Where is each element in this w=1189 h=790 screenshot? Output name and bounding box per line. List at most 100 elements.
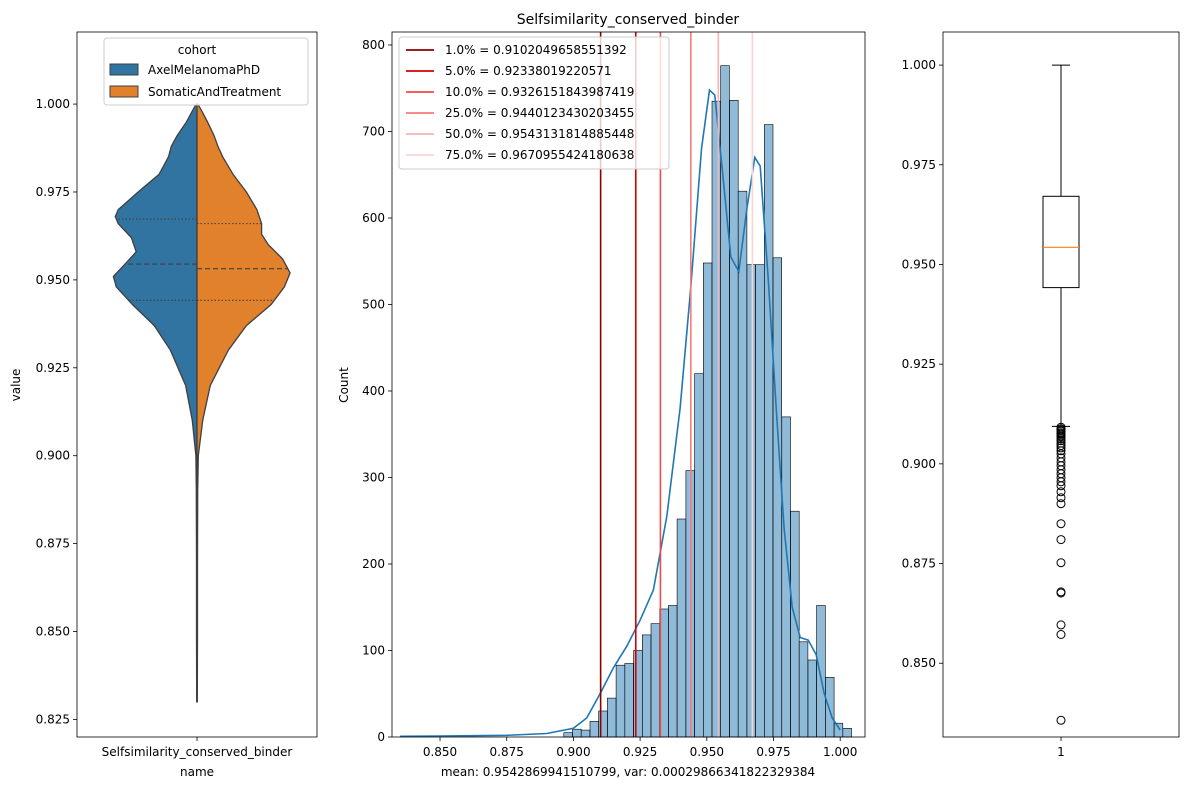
violin-x-ticks: Selfsimilarity_conserved_binder (102, 737, 293, 759)
histogram-x-tick-label: 0.900 (556, 745, 590, 759)
outlier-point (1056, 481, 1066, 491)
violin-y-ticks: 0.825 0.850 0.875 0.900 0.925 0.950 0.975 1.000 (36, 97, 77, 726)
histogram-y-tick-label: 800 (362, 38, 385, 52)
percentile-legend-label: 50.0% = 0.9543131814885448 (445, 127, 634, 141)
outlier-point (1056, 446, 1066, 456)
legend-label-somaticandtreatment: SomaticAndTreatment (148, 85, 281, 99)
histogram-bar (737, 190, 748, 738)
histogram-x-tick-label: 0.925 (623, 745, 657, 759)
percentile-legend-frame (398, 36, 670, 170)
violin-half-axelmelanomaphd (112, 103, 198, 703)
outlier-point (1056, 436, 1066, 446)
histogram-bar (755, 264, 765, 738)
violin-x-axis-label: name (180, 765, 214, 779)
histogram-x-ticks: 0.850 0.875 0.900 0.925 0.950 0.975 1.000 (423, 737, 857, 759)
box-y-tick-label: 0.875 (902, 557, 936, 571)
box-x-tick-label: 1 (1057, 745, 1065, 759)
box-y-tick-label: 0.900 (902, 457, 936, 471)
histogram-bar (772, 257, 782, 738)
histogram-panel: Selfsimilarity_conserved_binder 0 100 200 3… (337, 12, 866, 779)
legend-label-axelmelanomaphd: AxelMelanomaPhD (148, 63, 260, 77)
histogram-x-axis-label: mean: 0.9542869941510799, var: 0.0002986… (441, 765, 815, 779)
histogram-axes-frame (391, 31, 866, 738)
histogram-bar (676, 518, 687, 738)
violin-y-tick-label: 0.900 (36, 449, 70, 463)
histogram-bar (729, 100, 739, 738)
cohort-legend-frame (103, 37, 309, 106)
outlier-point (1056, 519, 1066, 529)
outlier-point (1056, 715, 1066, 725)
outlier-point (1056, 443, 1066, 453)
histogram-bar (833, 722, 844, 738)
box-y-tick-label: 1.000 (902, 58, 936, 72)
histogram-bar (668, 605, 678, 738)
histogram-x-tick-label: 0.850 (423, 745, 457, 759)
histogram-y-axis-label: Count (337, 367, 351, 403)
histogram-y-tick-label: 400 (362, 384, 385, 398)
box-plot-body (1042, 64, 1080, 725)
violin-y-tick-label: 0.925 (36, 361, 70, 375)
violin-y-tick-label: 0.975 (36, 185, 70, 199)
histogram-bar (816, 605, 826, 738)
histogram-x-tick-label: 0.875 (490, 745, 524, 759)
histogram-y-tick-label: 300 (362, 470, 385, 484)
outlier-point (1056, 620, 1066, 630)
histogram-x-tick-label: 0.950 (690, 745, 724, 759)
violin-y-tick-label: 0.850 (36, 625, 70, 639)
histogram-bar (624, 663, 634, 738)
histogram-y-tick-label: 500 (362, 297, 385, 311)
histogram-bar (807, 659, 817, 738)
violin-half-somaticandtreatment (196, 103, 291, 703)
outlier-point (1056, 535, 1066, 545)
box-x-ticks: 1 (1057, 737, 1065, 759)
histogram-y-tick-label: 600 (362, 211, 385, 225)
legend-swatch-somaticandtreatment (109, 85, 139, 98)
histogram-bar (563, 732, 573, 738)
histogram-bar (842, 727, 852, 738)
histogram-bar (694, 373, 704, 738)
violin-body (112, 103, 291, 703)
box-iqr (1042, 195, 1080, 289)
legend-swatch-axelmelanomaphd (109, 63, 139, 76)
cohort-legend-title: cohort (178, 43, 217, 57)
histogram-bar (580, 729, 591, 738)
violin-y-axis-label: value (9, 369, 23, 402)
outlier-point (1056, 487, 1066, 497)
percentile-legend-label: 5.0% = 0.92338019220571 (445, 64, 612, 78)
histogram-y-tick-label: 0 (377, 730, 385, 744)
percentile-legend-label: 10.0% = 0.9326151843987419 (445, 85, 634, 99)
kde-curve (399, 88, 841, 738)
outlier-point (1056, 493, 1066, 503)
outlier-point (1056, 630, 1066, 639)
violin-y-tick-label: 0.875 (36, 537, 70, 551)
cohort-legend: cohort AxelMelanomaPhD SomaticAndTreatme… (103, 37, 309, 106)
histogram-bar (702, 262, 713, 738)
outlier-point (1056, 499, 1066, 509)
histogram-y-ticks: 0 100 200 300 400 500 600 700 800 (362, 38, 392, 744)
percentile-legend-label: 1.0% = 0.9102049658551392 (445, 43, 627, 57)
histogram-y-tick-label: 700 (362, 124, 385, 138)
violin-plot-panel: 0.825 0.850 0.875 0.900 0.925 0.950 0.975 1.000… (9, 31, 318, 779)
histogram-bar (763, 124, 774, 738)
violin-x-tick-label: Selfsimilarity_conserved_binder (102, 745, 293, 759)
histogram-bar (711, 100, 721, 738)
histogram-bar (589, 721, 599, 738)
outlier-point (1056, 477, 1066, 487)
percentile-legend-label: 25.0% = 0.9440123430203455 (445, 106, 634, 120)
histogram-x-tick-label: 0.975 (756, 745, 790, 759)
box-y-tick-label: 0.850 (902, 656, 936, 670)
histogram-bar (633, 650, 643, 738)
histogram-kde (399, 88, 841, 738)
outlier-point (1056, 588, 1066, 598)
violin-y-tick-label: 1.000 (36, 97, 70, 111)
box-y-ticks: 0.850 0.875 0.900 0.925 0.950 0.975 1.000 (902, 58, 943, 670)
histogram-bar (790, 510, 800, 738)
box-y-tick-label: 0.975 (902, 158, 936, 172)
box-y-tick-label: 0.925 (902, 357, 936, 371)
outlier-point (1056, 558, 1066, 568)
histogram-title: Selfsimilarity_conserved_binder (517, 12, 740, 28)
histogram-bar (641, 634, 652, 738)
histogram-y-tick-label: 100 (362, 643, 385, 657)
histogram-x-tick-label: 1.000 (823, 745, 857, 759)
